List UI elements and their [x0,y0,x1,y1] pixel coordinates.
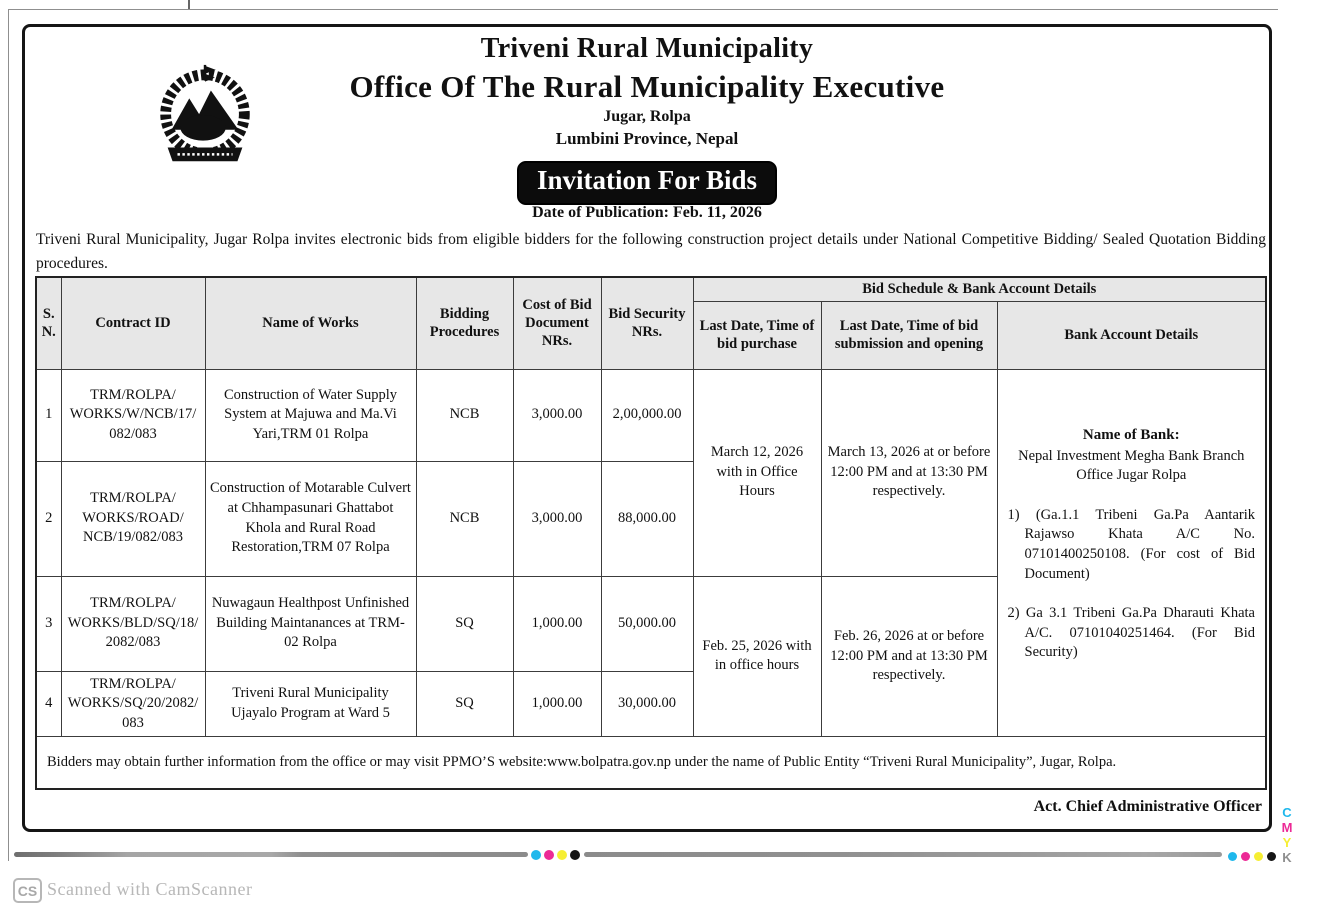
bidding-procedure-cell: SQ [415,575,514,672]
table-row: 1 TRM/​ROLPA/​WORKS/​W/​NCB/​17/​082/​08… [35,368,1267,738]
col-header-bid-submission: Last Date, Time of bid submission and op… [820,300,998,370]
col-header-cost-of-bid-document: Cost of Bid Document NRs. [512,276,602,370]
cost-cell: 1,000.00 [512,670,602,738]
bank-account-2: 2) Ga 3.1 Tribeni Ga.Pa Dharauti Khata A… [1007,605,1256,661]
bid-purchase-cell: March 12, 2026 with in Office Hours [692,368,822,577]
col-header-bid-purchase: Last Date, Time of bid purchase [692,300,822,370]
bidding-procedure-cell: NCB [415,460,514,577]
cmyk-dot-yellow [1254,852,1263,861]
contract-id-cell: TRM/​ROLPA/​WORKS/​SQ/​20/​2082/​083 [60,670,206,738]
further-information-note: Bidders may obtain further information f… [35,736,1267,790]
scanned-page-edge [8,9,1278,861]
cmyk-dot-black [570,850,580,860]
bid-submission-cell: March 13, 2026 at or before 12:00 PM and… [820,368,998,577]
name-of-works-cell: Construction of Motarable Culvert at Chh… [204,460,417,577]
cost-cell: 3,000.00 [512,460,602,577]
sn-cell: 3 [35,575,62,672]
camscanner-icon: CS [13,878,42,903]
contract-id-cell: TRM/​ROLPA/​WORKS/​BLD/​SQ/​18/​2082/​08… [60,575,206,672]
camscanner-watermark: Scanned with CamScanner [47,879,253,899]
col-header-sn: S. N. [35,276,62,370]
document-border [22,24,1272,832]
signature-line: Act. Chief Administrative Officer [1033,798,1262,815]
bid-security-cell: 2,00,000.00 [600,368,694,462]
office-title: Office Of The Rural Municipality Executi… [349,69,945,104]
intro-paragraph: Triveni Rural Municipality, Jugar Rolpa … [36,231,1266,273]
bids-table: S. N. Contract ID Name of Works Bidding … [35,276,1267,790]
bank-title: Name of Bank: [1082,426,1180,443]
sn-cell: 4 [35,670,62,738]
scanner-strip-right [584,852,1222,857]
bidding-procedure-cell: SQ [415,670,514,738]
contract-id-cell: TRM/​ROLPA/​WORKS/​W/​NCB/​17/​082/​083 [60,368,206,462]
col-header-bid-security: Bid Security NRs. [600,276,694,370]
bid-purchase-cell: Feb. 25, 2026 with in office hours [692,575,822,738]
cmyk-dot-magenta [1241,852,1250,861]
cmyk-letter-y: Y [1282,835,1292,850]
address-line-2: Lumbini Province, Nepal [555,129,739,148]
bid-security-cell: 50,000.00 [600,575,694,672]
page-title: Triveni Rural Municipality [480,33,814,64]
bid-security-cell: 30,000.00 [600,670,694,738]
col-header-bidding-procedures: Bidding Procedures [415,276,514,370]
cmyk-letter-column: C M Y K [1279,805,1295,865]
bid-submission-cell: Feb. 26, 2026 at or before 12:00 PM and … [820,575,998,738]
col-header-bank-account-details: Bank Account Details [996,300,1267,370]
name-of-works-cell: Construction of Water Supply System at M… [204,368,417,462]
cost-cell: 1,000.00 [512,575,602,672]
col-header-contract-id: Contract ID [60,276,206,370]
cmyk-dot-cyan [531,850,541,860]
cmyk-letter-m: M [1281,820,1293,835]
col-header-name-of-works: Name of Works [204,276,417,370]
publication-date: Date of Publication: Feb. 11, 2026 [532,204,762,221]
name-of-works-cell: Nuwagaun Healthpost Unfinished Building … [204,575,417,672]
bank-account-details-cell: Name of Bank: Nepal Investment Megha Ban… [996,368,1267,738]
note-row: Bidders may obtain further information f… [35,736,1267,790]
invitation-for-bids-banner: Invitation For Bids [516,161,778,205]
group-header-bid-schedule: Bid Schedule & Bank Account Details [692,276,1267,302]
contract-id-cell: TRM/​ROLPA/​WORKS/​ROAD/​NCB/​19/​082/​0… [60,460,206,577]
table-row: 3 TRM/​ROLPA/​WORKS/​BLD/​SQ/​18/​2082/​… [35,575,1266,738]
cmyk-dot-cyan [1228,852,1237,861]
cmyk-dot-yellow [557,850,567,860]
table-row: 2 TRM/​ROLPA/​WORKS/​ROAD/​NCB/​19/​082/… [35,460,1266,577]
scanner-strip-left [14,852,528,857]
address-line-1: Jugar, Rolpa [603,108,691,125]
nepal-emblem-logo [160,64,250,162]
name-of-works-cell: Triveni Rural Municipality Ujayalo Progr… [204,670,417,738]
cmyk-dot-black [1267,852,1276,861]
sn-cell: 1 [35,368,62,462]
cmyk-letter-k: K [1282,850,1292,865]
cost-cell: 3,000.00 [512,368,602,462]
cmyk-dot-magenta [544,850,554,860]
bank-account-1: 1) (Ga.1.1 Tribeni Ga.Pa Aantarik Rajaws… [1007,506,1256,582]
scan-tick-mark [188,0,190,9]
sn-cell: 2 [35,460,62,577]
invitation-banner-row: Invitation For Bids [22,161,1272,205]
bank-name: Nepal Investment Megha Bank Branch Offic… [1018,447,1245,484]
bidding-procedure-cell: NCB [415,368,514,462]
bid-security-cell: 88,000.00 [600,460,694,577]
cmyk-letter-c: C [1282,805,1292,820]
